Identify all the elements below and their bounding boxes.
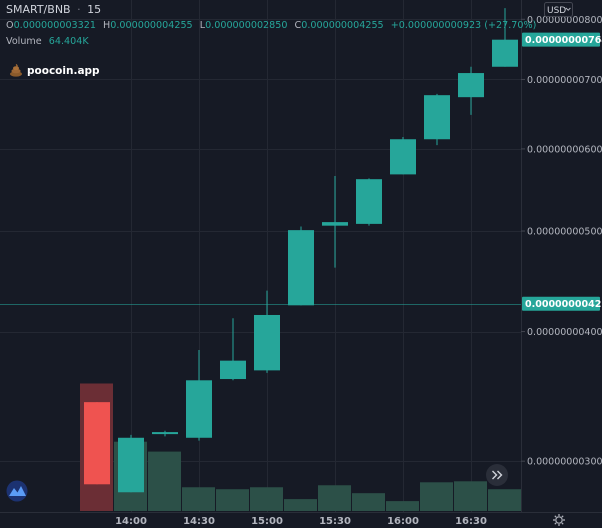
close-label: C bbox=[295, 20, 302, 31]
candle-body[interactable] bbox=[322, 222, 348, 226]
time-axis[interactable]: 14:00 14:30 15:00 15:30 16:00 16:30 bbox=[115, 516, 487, 527]
volume-bar bbox=[318, 485, 351, 511]
price-tag-label: 0.000000004255 bbox=[525, 299, 602, 310]
volume-bar bbox=[454, 481, 487, 511]
symbol-separator: · bbox=[77, 3, 81, 16]
scroll-to-realtime-button[interactable] bbox=[486, 464, 508, 486]
poop-icon bbox=[10, 64, 22, 77]
ohlc-legend: O0.000000003321 H0.000000004255 L0.00000… bbox=[6, 20, 536, 31]
volume-bar bbox=[148, 451, 181, 511]
volume-bar bbox=[352, 493, 385, 511]
price-axis[interactable]: 0.000000008000 0.000000007000 0.0000000060… bbox=[521, 15, 602, 468]
volume-legend: Volume 64.404K bbox=[6, 36, 89, 47]
open-value: 0.000000003321 bbox=[14, 20, 96, 31]
price-tag-label: 0.000000007646 bbox=[525, 35, 602, 46]
price-axis-label: 0.000000003000 bbox=[527, 457, 602, 468]
change-value: +0.000000000923 (+27.70%) bbox=[391, 20, 537, 31]
gear-icon[interactable] bbox=[553, 514, 565, 526]
candle-series bbox=[84, 8, 518, 493]
watermark-text: poocoin.app bbox=[27, 65, 100, 77]
time-axis-label: 16:30 bbox=[455, 516, 487, 527]
volume-bar bbox=[420, 482, 453, 511]
candle-body[interactable] bbox=[84, 402, 110, 485]
price-axis-label: 0.000000007000 bbox=[527, 75, 602, 86]
volume-series bbox=[80, 383, 521, 511]
candle-body[interactable] bbox=[118, 437, 144, 493]
time-axis-label: 14:00 bbox=[115, 516, 147, 527]
price-axis-label: 0.000000004000 bbox=[527, 327, 602, 338]
time-axis-label: 16:00 bbox=[387, 516, 419, 527]
close-value: 0.000000004255 bbox=[301, 20, 383, 31]
double-chevron-right-icon bbox=[492, 470, 503, 480]
open-label: O bbox=[6, 20, 14, 31]
price-axis-label: 0.000000008000 bbox=[527, 15, 602, 26]
price-tag-box bbox=[522, 32, 600, 47]
candle-body[interactable] bbox=[458, 73, 484, 98]
volume-bar bbox=[216, 489, 249, 511]
time-axis-label: 15:30 bbox=[319, 516, 351, 527]
volume-bar bbox=[250, 487, 283, 511]
price-axis-label: 0.000000006000 bbox=[527, 144, 602, 155]
candle-body[interactable] bbox=[390, 139, 416, 175]
volume-bar bbox=[488, 489, 521, 511]
volume-value: 64.404K bbox=[49, 36, 90, 47]
symbol-title: SMART/BNB · 15 bbox=[6, 3, 101, 16]
candle-body[interactable] bbox=[186, 380, 212, 438]
volume-bar bbox=[386, 501, 419, 511]
candle-body[interactable] bbox=[220, 360, 246, 380]
candle-body[interactable] bbox=[356, 179, 382, 224]
candle-body[interactable] bbox=[288, 230, 314, 306]
candle-body[interactable] bbox=[254, 314, 280, 371]
watermark: poocoin.app bbox=[10, 64, 100, 77]
volume-bar bbox=[284, 499, 317, 511]
time-axis-label: 14:30 bbox=[183, 516, 215, 527]
time-axis-label: 15:00 bbox=[251, 516, 283, 527]
high-value: 0.000000004255 bbox=[110, 20, 192, 31]
currency-label: USD bbox=[547, 6, 566, 16]
volume-bar bbox=[182, 487, 215, 511]
currency-selector[interactable]: USD bbox=[544, 2, 573, 17]
symbol-name: SMART/BNB bbox=[6, 3, 71, 16]
volume-label: Volume bbox=[6, 36, 42, 47]
candle-body[interactable] bbox=[492, 39, 518, 67]
interval-value: 15 bbox=[87, 3, 101, 16]
chevron-down-icon bbox=[565, 7, 571, 11]
price-tag-box bbox=[522, 296, 600, 311]
low-value: 0.000000002850 bbox=[205, 20, 287, 31]
high-label: H bbox=[103, 20, 110, 31]
tradingview-logo-icon[interactable] bbox=[6, 480, 28, 502]
candle-body[interactable] bbox=[152, 432, 178, 435]
low-label: L bbox=[200, 20, 206, 31]
price-axis-label: 0.000000005000 bbox=[527, 227, 602, 238]
price-tags: 0.000000007646 0.000000004255 bbox=[522, 32, 602, 311]
candle-body[interactable] bbox=[424, 95, 450, 140]
